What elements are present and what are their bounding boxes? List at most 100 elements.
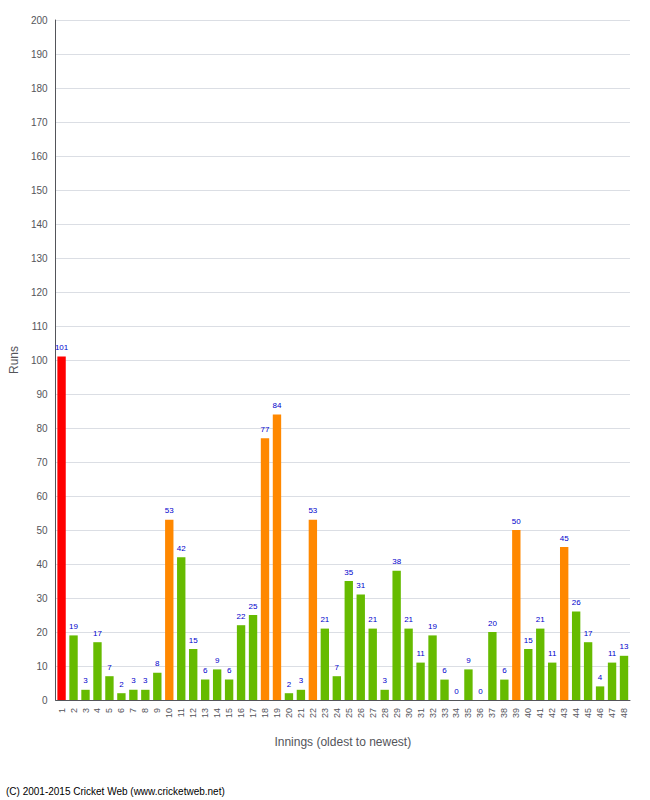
- svg-text:160: 160: [31, 151, 48, 162]
- svg-text:21: 21: [536, 615, 545, 624]
- svg-text:29: 29: [392, 708, 402, 718]
- svg-text:77: 77: [261, 425, 270, 434]
- svg-text:53: 53: [165, 506, 174, 515]
- svg-text:43: 43: [559, 708, 569, 718]
- svg-text:21: 21: [296, 708, 306, 718]
- svg-text:0: 0: [454, 687, 459, 696]
- svg-text:11: 11: [608, 649, 617, 658]
- svg-text:21: 21: [404, 615, 413, 624]
- svg-text:150: 150: [31, 185, 48, 196]
- svg-text:25: 25: [249, 602, 258, 611]
- svg-text:18: 18: [260, 708, 270, 718]
- svg-text:38: 38: [499, 708, 509, 718]
- svg-text:3: 3: [382, 676, 387, 685]
- svg-text:3: 3: [81, 708, 91, 713]
- svg-text:8: 8: [140, 708, 150, 713]
- svg-text:28: 28: [380, 708, 390, 718]
- svg-text:20: 20: [488, 619, 497, 628]
- svg-text:12: 12: [188, 708, 198, 718]
- svg-text:26: 26: [572, 598, 581, 607]
- svg-text:7: 7: [335, 663, 340, 672]
- svg-text:4: 4: [92, 708, 102, 713]
- svg-text:46: 46: [595, 708, 605, 718]
- svg-text:13: 13: [620, 642, 629, 651]
- svg-text:140: 140: [31, 219, 48, 230]
- svg-text:2: 2: [119, 680, 124, 689]
- svg-text:1: 1: [57, 708, 67, 713]
- svg-text:31: 31: [356, 581, 365, 590]
- svg-text:3: 3: [299, 676, 304, 685]
- svg-text:200: 200: [31, 15, 48, 26]
- svg-text:20: 20: [36, 627, 48, 638]
- svg-text:31: 31: [416, 708, 426, 718]
- svg-text:33: 33: [440, 708, 450, 718]
- svg-text:6: 6: [116, 708, 126, 713]
- svg-text:9: 9: [466, 656, 471, 665]
- svg-text:25: 25: [344, 708, 354, 718]
- svg-text:10: 10: [36, 661, 48, 672]
- svg-text:17: 17: [93, 629, 102, 638]
- svg-text:22: 22: [308, 708, 318, 718]
- svg-text:17: 17: [248, 708, 258, 718]
- svg-text:17: 17: [584, 629, 593, 638]
- svg-text:42: 42: [177, 544, 186, 553]
- svg-text:14: 14: [212, 708, 222, 718]
- svg-text:19: 19: [272, 708, 282, 718]
- svg-text:180: 180: [31, 83, 48, 94]
- svg-text:13: 13: [200, 708, 210, 718]
- svg-text:90: 90: [36, 389, 48, 400]
- svg-text:9: 9: [152, 708, 162, 713]
- svg-text:45: 45: [583, 708, 593, 718]
- svg-text:9: 9: [215, 656, 220, 665]
- svg-text:7: 7: [107, 663, 112, 672]
- svg-text:7: 7: [128, 708, 138, 713]
- svg-text:10: 10: [164, 708, 174, 718]
- svg-text:16: 16: [236, 708, 246, 718]
- svg-text:11: 11: [176, 708, 186, 717]
- svg-text:0: 0: [478, 687, 483, 696]
- svg-text:30: 30: [36, 593, 48, 604]
- svg-text:35: 35: [344, 568, 353, 577]
- svg-text:8: 8: [155, 659, 160, 668]
- svg-text:41: 41: [535, 708, 545, 718]
- svg-text:30: 30: [404, 708, 414, 718]
- svg-text:3: 3: [83, 676, 88, 685]
- svg-text:39: 39: [511, 708, 521, 718]
- svg-text:6: 6: [203, 666, 208, 675]
- svg-text:120: 120: [31, 287, 48, 298]
- svg-text:60: 60: [36, 491, 48, 502]
- svg-text:42: 42: [547, 708, 557, 718]
- svg-text:22: 22: [237, 612, 246, 621]
- svg-text:45: 45: [560, 534, 569, 543]
- svg-text:44: 44: [571, 708, 581, 718]
- svg-text:15: 15: [524, 636, 533, 645]
- svg-text:19: 19: [428, 622, 437, 631]
- svg-text:3: 3: [143, 676, 148, 685]
- svg-text:27: 27: [368, 708, 378, 718]
- svg-text:38: 38: [392, 557, 401, 566]
- svg-text:32: 32: [428, 708, 438, 718]
- svg-text:2: 2: [287, 680, 292, 689]
- svg-text:4: 4: [598, 673, 603, 682]
- svg-text:20: 20: [284, 708, 294, 718]
- svg-text:80: 80: [36, 423, 48, 434]
- svg-text:Innings (oldest to newest): Innings (oldest to newest): [274, 735, 411, 749]
- svg-text:84: 84: [273, 401, 282, 410]
- svg-text:110: 110: [32, 321, 48, 332]
- svg-text:48: 48: [619, 708, 629, 718]
- svg-text:34: 34: [451, 708, 461, 718]
- svg-text:Runs: Runs: [7, 346, 21, 374]
- svg-text:2: 2: [69, 708, 79, 713]
- svg-text:100: 100: [31, 355, 48, 366]
- svg-text:15: 15: [224, 708, 234, 718]
- svg-text:24: 24: [332, 708, 342, 718]
- svg-text:19: 19: [69, 622, 78, 631]
- svg-text:130: 130: [31, 253, 48, 264]
- svg-text:53: 53: [308, 506, 317, 515]
- svg-text:50: 50: [512, 517, 521, 526]
- svg-text:11: 11: [548, 649, 557, 658]
- svg-text:15: 15: [189, 636, 198, 645]
- svg-text:3: 3: [131, 676, 136, 685]
- svg-text:6: 6: [227, 666, 232, 675]
- svg-text:70: 70: [36, 457, 48, 468]
